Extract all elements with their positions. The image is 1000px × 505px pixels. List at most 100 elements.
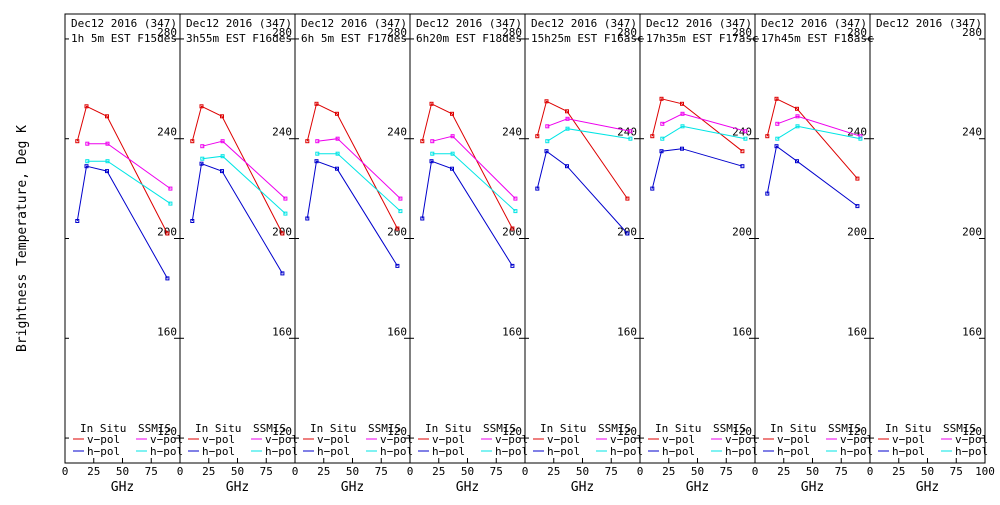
series-line <box>421 160 513 267</box>
series-line <box>547 128 631 142</box>
data-point <box>510 263 515 268</box>
x-tick-label: 50 <box>346 465 359 478</box>
y-tick-label: 160 <box>617 325 637 338</box>
legend-label: v−pol <box>265 433 298 446</box>
x-tick-label: 25 <box>777 465 790 478</box>
data-point <box>545 139 550 144</box>
data-point <box>84 164 89 169</box>
x-tick-label: 25 <box>662 465 675 478</box>
x-tick-label: 25 <box>432 465 445 478</box>
data-point <box>680 146 684 151</box>
x-tick-label: 25 <box>87 465 100 478</box>
series-line <box>191 105 283 234</box>
panel-title-time: 6h20m EST F18des <box>416 32 522 45</box>
y-tick-label: 280 <box>847 26 867 39</box>
panel-title-time: 6h 5m EST F17des <box>301 32 407 45</box>
panel-frame <box>754 13 871 464</box>
series-line <box>662 113 746 132</box>
x-axis-label: GHz <box>456 480 479 495</box>
y-tick-label: 240 <box>617 126 637 139</box>
data-point <box>105 114 109 119</box>
data-point <box>168 201 173 206</box>
panel-frame <box>294 13 411 464</box>
data-point <box>450 151 455 156</box>
y-tick-label: 120 <box>617 425 637 438</box>
data-point <box>795 114 800 119</box>
data-point <box>335 166 339 171</box>
x-axis-label: GHz <box>341 480 364 495</box>
y-tick-label: 160 <box>962 325 982 338</box>
legend-label: v−pol <box>380 433 413 446</box>
series-line <box>766 145 858 207</box>
panel-title-date: Dec12 2016 (347) <box>416 17 522 30</box>
legend-label: h−pol <box>87 445 120 458</box>
x-tick-label: 25 <box>547 465 560 478</box>
data-point <box>430 139 435 144</box>
panel-title-date: Dec12 2016 (347) <box>646 17 752 30</box>
x-tick-label: 0 <box>292 465 299 478</box>
data-point <box>535 134 540 139</box>
x-tick-label: 50 <box>806 465 819 478</box>
series-line <box>547 118 631 132</box>
data-point <box>395 263 400 268</box>
series-line <box>777 125 861 140</box>
y-tick-label: 240 <box>272 126 292 139</box>
panel-title-time: 17h35m EST F17asc <box>646 32 759 45</box>
legend-label: v−pol <box>150 433 183 446</box>
legend-ssmis: SSMIS <box>138 422 171 435</box>
data-point <box>565 116 570 121</box>
data-point <box>335 136 340 141</box>
legend-in-situ: In Situ <box>885 422 931 435</box>
legend-ssmis: SSMIS <box>943 422 976 435</box>
legend-label: v−pol <box>547 433 580 446</box>
data-point <box>740 149 745 154</box>
data-point <box>105 159 110 164</box>
data-point <box>855 204 860 209</box>
data-point <box>450 166 454 171</box>
x-tick-label: 75 <box>375 465 388 478</box>
data-point <box>280 231 285 236</box>
series-line <box>306 160 398 267</box>
x-tick-label: 50 <box>576 465 589 478</box>
series-line <box>76 165 168 279</box>
data-point <box>510 226 515 231</box>
x-tick-label: 75 <box>950 465 963 478</box>
legend-label: h−pol <box>495 445 528 458</box>
y-tick-label: 160 <box>847 325 867 338</box>
data-point <box>650 134 655 139</box>
legend-label: h−pol <box>955 445 988 458</box>
legend-label: v−pol <box>202 433 235 446</box>
legend-label: h−pol <box>610 445 643 458</box>
legend-label: h−pol <box>725 445 758 458</box>
y-tick-label: 200 <box>502 226 522 239</box>
data-point <box>625 231 630 236</box>
data-point <box>305 216 310 221</box>
data-point <box>429 101 434 106</box>
y-tick-label: 200 <box>962 226 982 239</box>
data-point <box>220 114 224 119</box>
data-point <box>199 161 204 166</box>
data-point <box>544 99 549 104</box>
series-line <box>651 98 743 152</box>
y-tick-label: 280 <box>157 26 177 39</box>
x-tick-label: 75 <box>145 465 158 478</box>
series-line <box>87 143 171 190</box>
legend-label: v−pol <box>955 433 988 446</box>
data-point <box>680 101 684 106</box>
y-tick-label: 240 <box>387 126 407 139</box>
legend-in-situ: In Situ <box>540 422 586 435</box>
y-tick-label: 200 <box>847 226 867 239</box>
y-axis-label: Brightness Temperature, Deg K <box>15 125 30 352</box>
legend-label: v−pol <box>662 433 695 446</box>
data-point <box>659 149 664 154</box>
data-point <box>190 219 195 223</box>
legend-in-situ: In Situ <box>770 422 816 435</box>
data-point <box>513 209 518 214</box>
x-tick-label: 75 <box>835 465 848 478</box>
y-tick-label: 160 <box>272 325 292 338</box>
data-point <box>774 144 779 149</box>
data-point <box>314 101 319 106</box>
panel-title-date: Dec12 2016 (347) <box>531 17 637 30</box>
legend-label: v−pol <box>432 433 465 446</box>
